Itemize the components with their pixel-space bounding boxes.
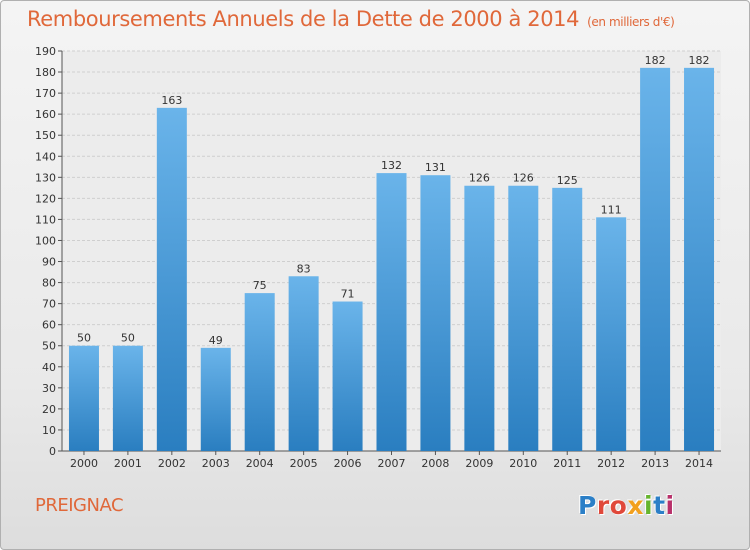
logo-letter: P <box>578 491 597 520</box>
bar-2009 <box>464 185 495 451</box>
y-tick-label: 170 <box>35 87 56 100</box>
logo-letter: t <box>653 491 666 520</box>
bar-value-label: 50 <box>121 332 135 345</box>
bar-value-label: 71 <box>341 288 355 301</box>
bar-2003 <box>200 347 231 451</box>
logo-letter: r <box>596 491 610 520</box>
bar-2007 <box>376 173 407 451</box>
x-tick-label: 2001 <box>114 457 142 470</box>
x-tick-label: 2008 <box>421 457 449 470</box>
bar-value-label: 50 <box>77 332 91 345</box>
bar-value-label: 49 <box>209 334 223 347</box>
y-tick-label: 100 <box>35 234 56 247</box>
bar-value-label: 132 <box>381 159 402 172</box>
bar-2010 <box>508 185 539 451</box>
x-tick-label: 2011 <box>553 457 581 470</box>
y-tick-label: 140 <box>35 150 56 163</box>
bar-2001 <box>112 345 143 451</box>
bar-2014 <box>684 67 715 451</box>
y-tick-label: 60 <box>42 319 56 332</box>
bar-value-label: 131 <box>425 161 446 174</box>
y-tick-label: 90 <box>42 256 56 269</box>
bar-value-label: 75 <box>253 279 267 292</box>
x-tick-label: 2004 <box>246 457 274 470</box>
chart-title-text: Remboursements Annuels de la Dette de 20… <box>27 7 580 31</box>
town-name: PREIGNAC <box>35 495 124 516</box>
x-tick-label: 2012 <box>597 457 625 470</box>
y-tick-label: 130 <box>35 171 56 184</box>
bar-value-label: 83 <box>297 262 311 275</box>
y-tick-label: 150 <box>35 129 56 142</box>
bar-value-label: 182 <box>645 54 666 67</box>
y-tick-label: 50 <box>42 340 56 353</box>
y-tick-label: 70 <box>42 298 56 311</box>
y-tick-label: 160 <box>35 108 56 121</box>
bar-2011 <box>552 187 583 451</box>
logo-letter: o <box>609 491 628 520</box>
proxiti-logo: Proxiti <box>578 491 675 520</box>
bar-value-label: 182 <box>689 54 710 67</box>
chart-title: Remboursements Annuels de la Dette de 20… <box>27 7 675 31</box>
x-tick-label: 2003 <box>202 457 230 470</box>
x-tick-label: 2014 <box>685 457 713 470</box>
x-tick-label: 2013 <box>641 457 669 470</box>
bar-value-label: 126 <box>513 172 534 185</box>
x-tick-label: 2002 <box>158 457 186 470</box>
bar-value-label: 111 <box>601 203 622 216</box>
y-tick-label: 30 <box>42 382 56 395</box>
y-tick-label: 40 <box>42 361 56 374</box>
x-tick-label: 2005 <box>290 457 318 470</box>
x-tick-label: 2010 <box>509 457 537 470</box>
axes: 0 10 20 30 40 50 60 70 80 90 100 110 120 130 140 150 160… <box>35 45 721 470</box>
bar-2004 <box>244 293 275 451</box>
y-tick-label: 80 <box>42 277 56 290</box>
logo-letter: x <box>627 491 644 520</box>
bar-value-label: 163 <box>161 94 182 107</box>
logo-letter: i <box>644 491 654 520</box>
bar-value-label: 126 <box>469 172 490 185</box>
bar-2012 <box>596 217 627 451</box>
y-tick-label: 180 <box>35 66 56 79</box>
y-tick-label: 20 <box>42 403 56 416</box>
x-tick-label: 2000 <box>70 457 98 470</box>
bar-2005 <box>288 276 319 451</box>
bar-2008 <box>420 175 451 452</box>
y-tick-label: 120 <box>35 192 56 205</box>
x-tick-label: 2007 <box>378 457 406 470</box>
bars: 50 50 163 49 75 83 71 132 131 126 126 125 111 182 182 <box>68 54 715 452</box>
bar-2006 <box>332 301 363 451</box>
bar-2002 <box>156 107 187 451</box>
chart-unit: (en milliers d'€) <box>587 15 675 29</box>
logo-letter: i <box>665 491 675 520</box>
y-tick-label: 110 <box>35 213 56 226</box>
bar-value-label: 125 <box>557 174 578 187</box>
y-tick-label: 0 <box>49 445 56 458</box>
y-tick-label: 10 <box>42 424 56 437</box>
bar-2013 <box>640 67 671 451</box>
y-tick-label: 190 <box>35 45 56 58</box>
x-tick-label: 2006 <box>334 457 362 470</box>
x-tick-label: 2009 <box>465 457 493 470</box>
bar-2000 <box>68 345 99 451</box>
